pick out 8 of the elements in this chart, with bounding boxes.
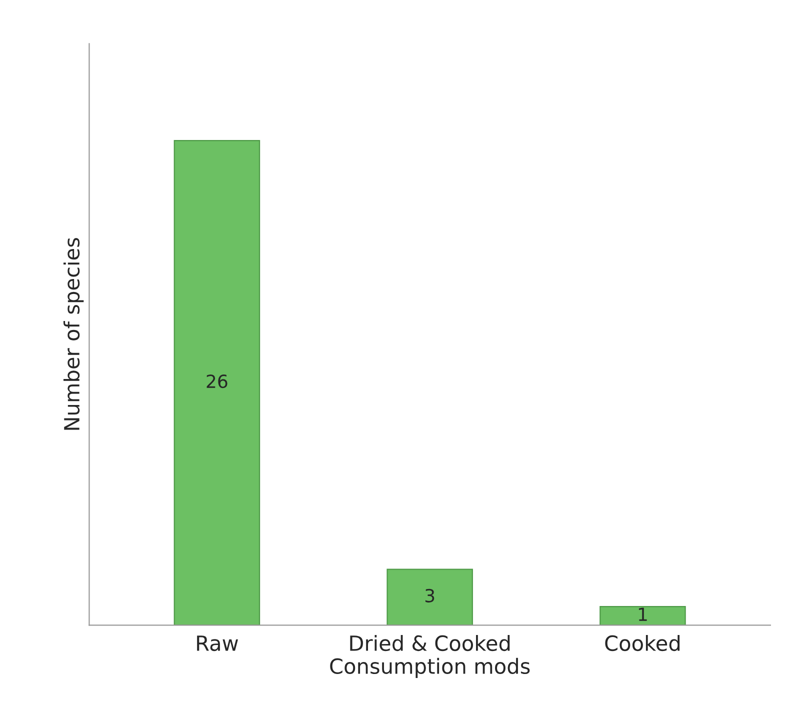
x-tick-label: Cooked bbox=[605, 634, 680, 652]
x-axis-title: Consumption mods bbox=[330, 658, 530, 678]
x-tick-label: Raw bbox=[197, 636, 238, 652]
x-tick-label: Dried & Cooked bbox=[350, 634, 510, 652]
data-label: 26 bbox=[206, 374, 228, 388]
y-axis-title: Number of species bbox=[63, 238, 84, 430]
data-label: 1 bbox=[638, 608, 647, 621]
data-label: 3 bbox=[425, 588, 434, 602]
